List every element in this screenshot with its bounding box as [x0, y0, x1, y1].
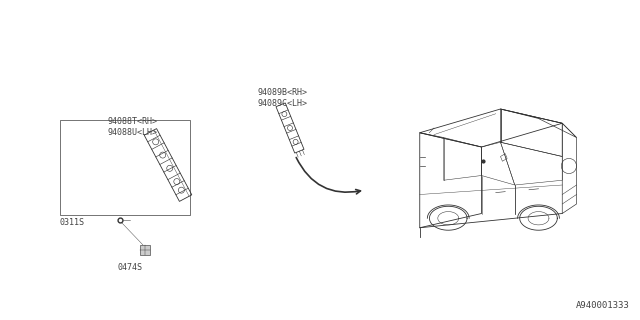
FancyArrowPatch shape [296, 157, 360, 194]
Text: A940001333: A940001333 [576, 301, 630, 310]
Text: 0474S: 0474S [118, 263, 143, 272]
Text: 94089B<RH>: 94089B<RH> [258, 88, 308, 97]
Text: 94088T<RH>: 94088T<RH> [108, 117, 158, 126]
Text: 94089C<LH>: 94089C<LH> [258, 99, 308, 108]
Bar [140, 245, 150, 255]
Bar [60, 120, 190, 215]
Text: 94088U<LH>: 94088U<LH> [108, 128, 158, 137]
Text: 0311S: 0311S [60, 218, 85, 227]
